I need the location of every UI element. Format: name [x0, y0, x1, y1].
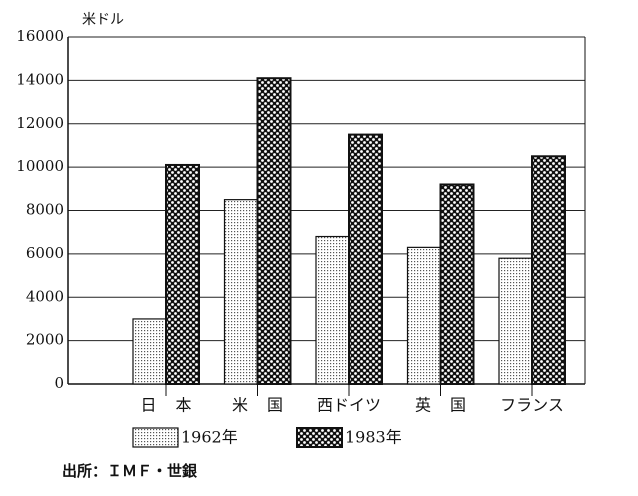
source: 出所：ＩＭＦ・世銀	[62, 462, 197, 480]
bar	[348, 133, 383, 385]
bar	[165, 163, 200, 385]
y-tick-label: 12000	[16, 114, 64, 132]
bar	[498, 257, 533, 385]
unit-label: 米ドル	[82, 12, 124, 28]
legend-swatch	[132, 427, 179, 448]
bar	[223, 199, 259, 385]
y-tick-label: 0	[54, 374, 64, 392]
y-tick-label: 14000	[16, 70, 64, 88]
x-tick-label: 英 国	[415, 396, 466, 415]
bar	[439, 183, 475, 385]
bar	[132, 318, 167, 385]
y-tick-label: 2000	[26, 331, 64, 349]
bar	[315, 235, 350, 385]
bar	[256, 77, 292, 386]
y-tick-label: 4000	[26, 287, 64, 305]
x-tick-label: 日 本	[140, 396, 191, 415]
legend-swatch	[296, 427, 343, 448]
legend-label: 1983年	[345, 428, 402, 447]
x-tick-label: 西ドイツ	[317, 396, 381, 415]
legend-label: 1962年	[181, 428, 238, 447]
y-tick-label: 16000	[16, 27, 64, 45]
x-tick-label: 米 国	[232, 396, 283, 415]
y-tick-label: 10000	[16, 157, 64, 175]
bar	[531, 155, 566, 385]
y-tick-label: 8000	[26, 201, 64, 219]
x-tick-label: フランス	[500, 396, 564, 415]
y-tick-label: 6000	[26, 244, 64, 262]
bar	[406, 246, 442, 385]
